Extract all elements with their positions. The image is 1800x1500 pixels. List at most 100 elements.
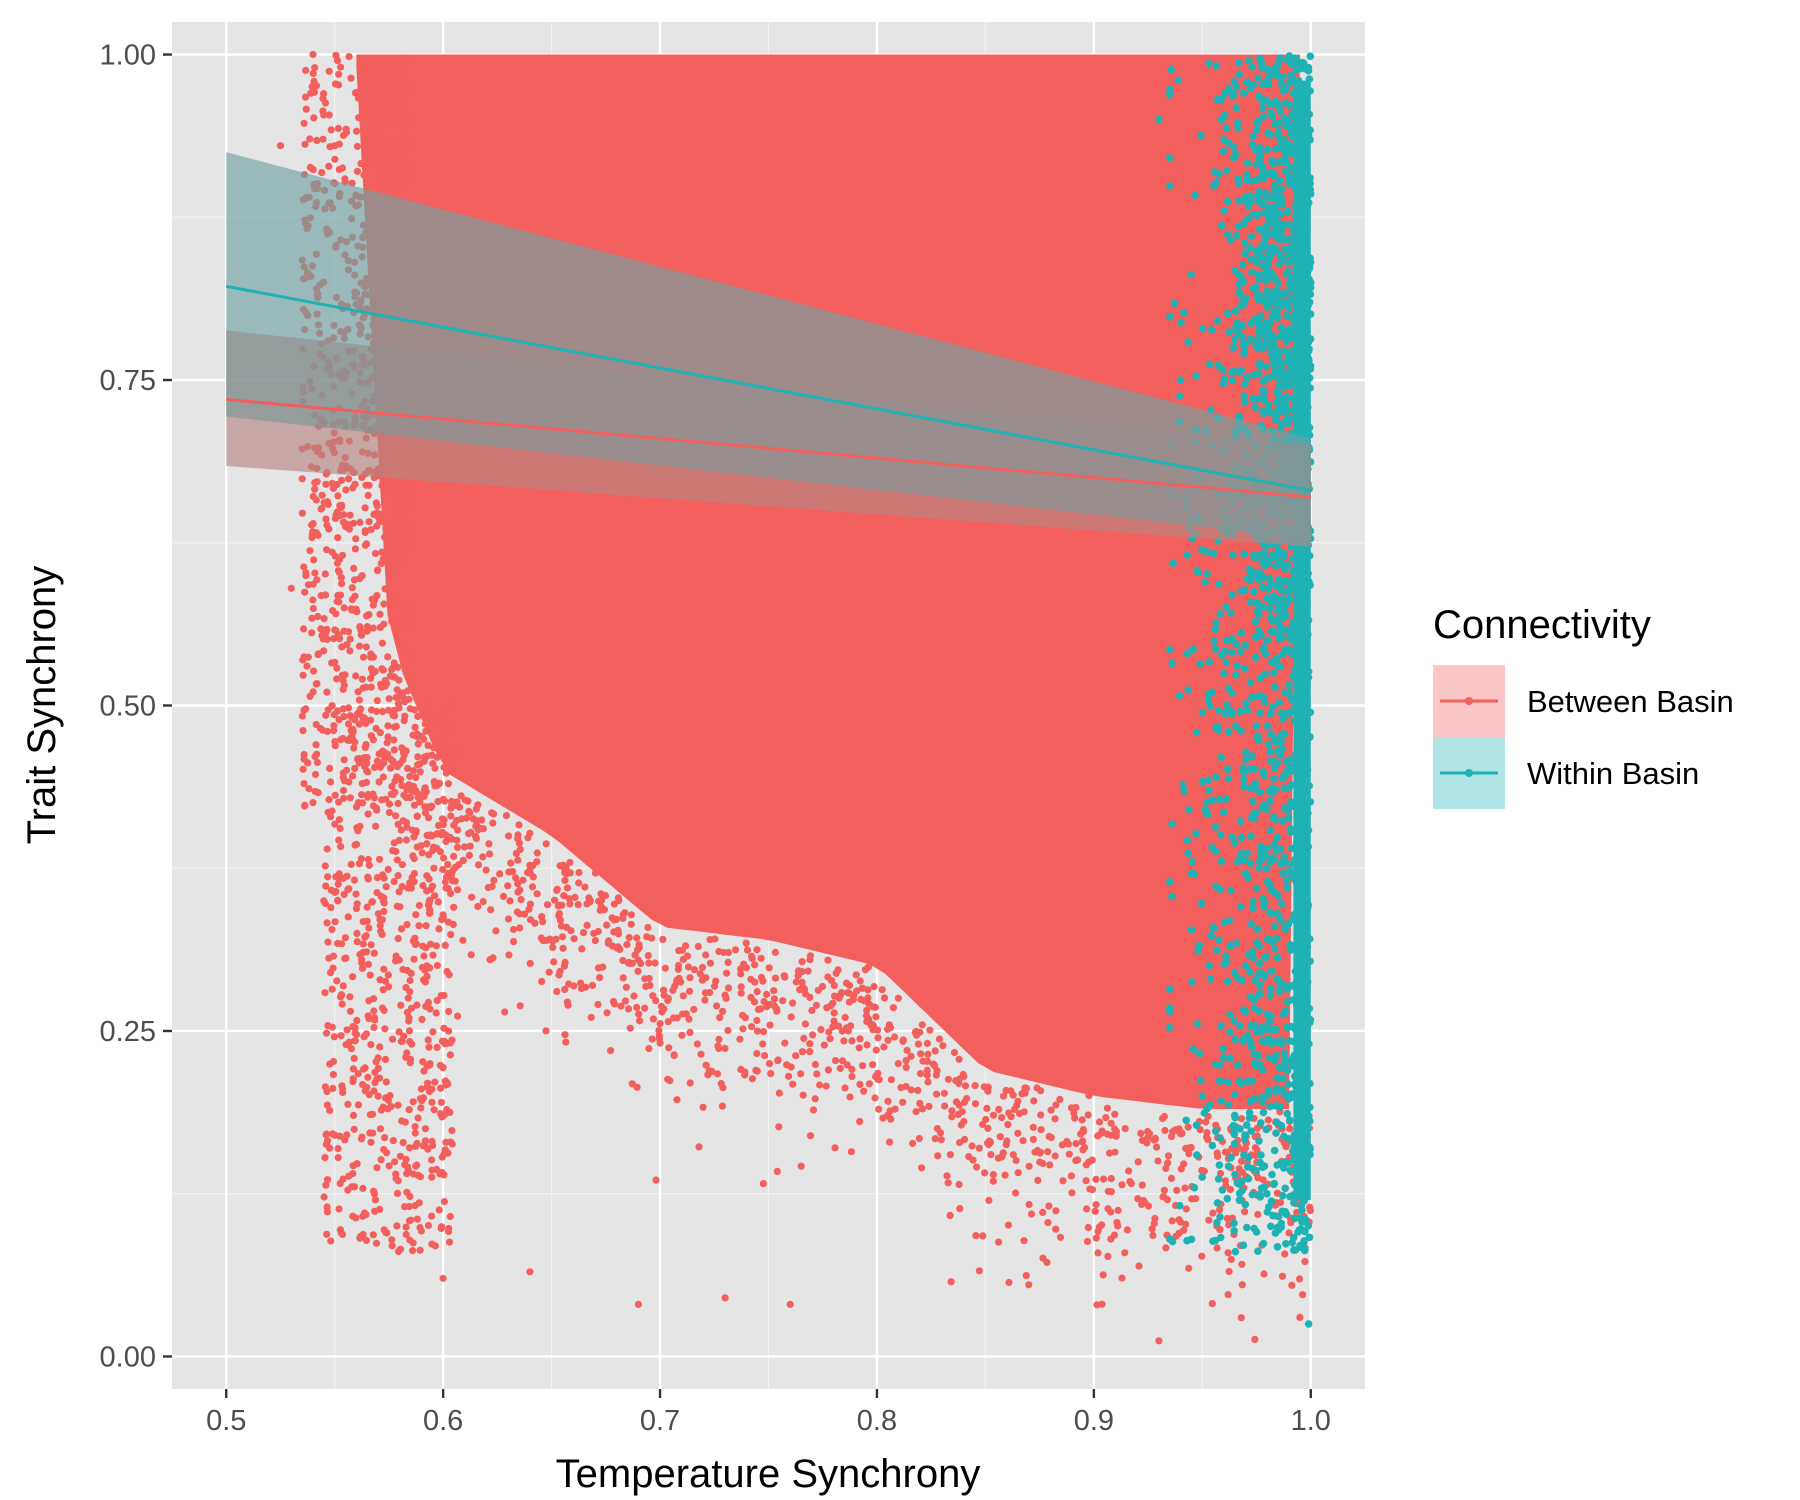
within-basin-point: [1198, 546, 1206, 554]
between-basin-point: [741, 1014, 750, 1022]
between-basin-point: [1254, 1210, 1262, 1219]
between-basin-point: [1296, 1313, 1304, 1321]
between-basin-point: [863, 1041, 871, 1049]
within-basin-point: [1275, 987, 1284, 996]
between-basin-point: [645, 959, 653, 967]
within-basin-point: [1286, 1166, 1295, 1175]
within-basin-point: [1284, 267, 1292, 276]
between-basin-point: [347, 860, 355, 869]
within-basin-point: [1256, 270, 1264, 279]
within-basin-point: [1291, 967, 1300, 976]
within-basin-point: [1213, 946, 1221, 955]
between-basin-point: [390, 736, 398, 744]
within-basin-point: [1249, 132, 1257, 141]
between-basin-point: [364, 491, 372, 500]
within-basin-point: [1306, 174, 1314, 182]
within-basin-point: [1295, 927, 1304, 935]
within-basin-point: [1227, 236, 1235, 245]
between-basin-point: [309, 604, 317, 613]
within-basin-point: [1220, 207, 1228, 215]
between-basin-point: [381, 677, 389, 685]
between-basin-point: [453, 843, 462, 852]
between-basin-point: [787, 1013, 795, 1021]
within-basin-point: [1290, 667, 1299, 675]
between-basin-point: [367, 674, 375, 683]
between-basin-point: [748, 952, 756, 960]
between-basin-point: [353, 142, 361, 151]
within-basin-point: [1280, 1164, 1288, 1172]
within-basin-point: [1238, 261, 1247, 269]
within-basin-point: [1242, 700, 1250, 708]
within-basin-point: [1306, 310, 1315, 318]
within-basin-point: [1297, 1071, 1306, 1079]
between-basin-point: [1102, 1114, 1110, 1122]
within-basin-point: [1295, 814, 1304, 822]
within-basin-point: [1294, 709, 1303, 718]
between-basin-point: [395, 888, 403, 896]
between-basin-point: [388, 561, 396, 569]
between-basin-point: [1215, 1206, 1224, 1214]
between-basin-point: [989, 1111, 998, 1119]
within-basin-point: [1264, 342, 1272, 351]
between-basin-point: [1237, 1115, 1246, 1123]
within-basin-point: [1166, 1007, 1174, 1016]
between-basin-point: [718, 1102, 727, 1110]
between-basin-point: [528, 883, 537, 891]
between-basin-point: [800, 1034, 808, 1042]
between-basin-point: [437, 1098, 446, 1106]
between-basin-point: [1299, 1291, 1307, 1299]
between-basin-point: [437, 1084, 445, 1092]
between-basin-point: [349, 1162, 357, 1170]
between-basin-point: [313, 136, 321, 144]
between-basin-point: [346, 993, 354, 1001]
between-basin-point: [397, 1001, 405, 1009]
within-basin-point: [1230, 1140, 1239, 1148]
between-basin-point: [336, 824, 344, 833]
between-basin-point: [340, 777, 348, 785]
within-basin-point: [1281, 374, 1290, 382]
between-basin-point: [468, 893, 476, 901]
within-basin-point: [1226, 1010, 1234, 1019]
between-basin-point: [287, 584, 295, 592]
between-basin-point: [384, 971, 392, 979]
between-basin-point: [331, 155, 339, 163]
between-basin-point: [323, 1208, 331, 1216]
within-basin-point: [1258, 103, 1267, 112]
between-basin-point: [363, 1083, 371, 1091]
within-basin-point: [1290, 911, 1298, 919]
within-basin-point: [1241, 1131, 1249, 1139]
within-basin-point: [1282, 84, 1290, 93]
between-basin-point: [634, 1300, 643, 1308]
between-basin-point: [932, 1090, 941, 1098]
between-basin-point: [670, 1014, 678, 1022]
between-basin-point: [335, 555, 344, 564]
within-basin-point: [1271, 944, 1279, 953]
within-basin-point: [1291, 717, 1299, 725]
between-basin-point: [743, 946, 752, 954]
within-basin-point: [1298, 760, 1307, 769]
between-basin-point: [405, 781, 413, 789]
between-basin-point: [391, 115, 399, 123]
within-basin-point: [1279, 817, 1287, 825]
between-basin-point: [331, 1131, 339, 1139]
between-basin-point: [899, 1036, 907, 1044]
within-basin-point: [1305, 75, 1314, 83]
between-basin-point: [1012, 1189, 1020, 1197]
between-basin-point: [894, 1060, 902, 1068]
between-basin-point: [855, 1044, 863, 1052]
within-basin-point: [1289, 394, 1298, 402]
between-basin-point: [1154, 1157, 1162, 1165]
between-basin-point: [348, 713, 356, 722]
between-basin-point: [841, 1013, 849, 1022]
between-basin-point: [442, 884, 450, 892]
between-basin-point: [721, 1294, 729, 1302]
between-basin-point: [775, 1123, 783, 1131]
between-basin-point: [747, 993, 755, 1002]
within-basin-point: [1251, 1058, 1259, 1067]
within-basin-point: [1282, 158, 1290, 167]
between-basin-point: [404, 1166, 412, 1174]
within-basin-point: [1219, 1045, 1227, 1053]
within-basin-point: [1253, 246, 1261, 255]
between-basin-point: [1088, 1186, 1097, 1194]
within-basin-point: [1299, 251, 1308, 259]
